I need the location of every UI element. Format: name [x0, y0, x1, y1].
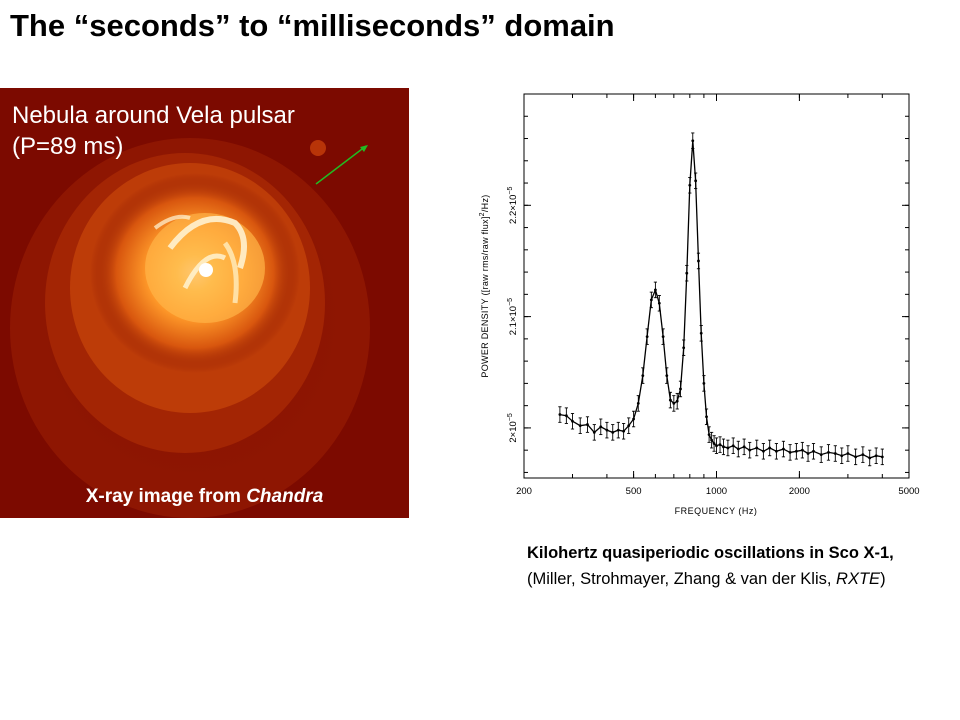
data-points — [558, 139, 884, 460]
data-point — [682, 346, 686, 350]
data-point — [699, 331, 703, 335]
vela-arrow — [315, 145, 367, 185]
data-point — [800, 448, 804, 452]
data-point — [691, 139, 695, 143]
y-axis-label-sup: 2 — [479, 212, 486, 216]
data-point — [641, 374, 645, 377]
data-point — [707, 433, 711, 436]
data-point — [679, 387, 682, 391]
data-point — [880, 455, 884, 459]
data-point — [718, 443, 722, 447]
data-point — [846, 452, 850, 455]
data-point — [736, 447, 740, 451]
data-point — [806, 452, 810, 455]
data-point — [755, 446, 759, 450]
nebula-xray-picture — [0, 88, 409, 518]
data-point — [657, 301, 661, 305]
qpo-caption-bold: Kilohertz quasiperiodic oscillations in … — [527, 544, 894, 562]
data-point — [661, 335, 665, 339]
vela-label: Nebula around Vela pulsar (P=89 ms) — [12, 102, 295, 160]
vela-caption-source: Chandra — [246, 486, 324, 507]
data-point — [868, 456, 872, 460]
y-axis-label-suffix: /Hz) — [480, 194, 490, 212]
data-point — [599, 425, 603, 429]
data-point — [694, 179, 698, 183]
data-point — [768, 446, 772, 450]
qpo-caption: Kilohertz quasiperiodic oscillations in … — [527, 540, 927, 592]
y-axis-label-prefix: POWER DENSITY ([raw rms/raw flux] — [480, 216, 490, 377]
data-point — [788, 451, 792, 454]
data-point — [782, 447, 785, 451]
data-point — [702, 381, 706, 385]
y-tick-label: 2×10−5 — [507, 413, 519, 442]
data-point — [605, 428, 609, 432]
x-tick-label: 2000 — [789, 486, 810, 497]
data-point — [672, 402, 676, 405]
data-point — [861, 453, 865, 457]
y-axis-label: POWER DENSITY ([raw rms/raw flux]2/Hz) — [479, 194, 490, 377]
data-point — [675, 399, 679, 403]
data-point — [710, 438, 714, 442]
data-point — [688, 183, 692, 187]
error-bars — [558, 132, 884, 467]
series-line — [559, 140, 883, 459]
qpo-caption-end: ) — [880, 570, 886, 588]
x-axis-ticks: 200 500 1000 2000 5000 — [516, 94, 920, 497]
data-point — [636, 402, 640, 405]
data-point — [697, 259, 700, 263]
y-tick-label: 2.1×10−5 — [507, 298, 519, 335]
data-point — [645, 335, 649, 339]
qpo-caption-authors: (Miller, Strohmayer, Zhang & van der Kli… — [527, 570, 837, 588]
data-point — [794, 449, 798, 453]
data-point — [627, 424, 631, 428]
data-point — [592, 430, 596, 434]
data-point — [616, 428, 620, 432]
vela-nebula-image: Nebula around Vela pulsar (P=89 ms) X-ra… — [0, 88, 409, 518]
data-point — [558, 413, 562, 416]
data-point — [874, 454, 878, 458]
data-point — [840, 454, 844, 458]
data-point — [726, 446, 730, 450]
data-point — [705, 415, 708, 419]
data-point — [819, 453, 823, 457]
x-tick-label: 200 — [516, 486, 532, 497]
data-point — [854, 455, 858, 459]
data-point — [731, 444, 735, 448]
x-tick-label: 1000 — [706, 486, 727, 497]
plot-frame — [523, 93, 910, 479]
data-point — [586, 423, 589, 426]
data-point — [833, 452, 837, 455]
data-point — [827, 451, 830, 454]
data-point — [712, 442, 716, 445]
vela-caption-prefix: X-ray image from — [85, 486, 247, 507]
x-tick-label: 5000 — [898, 486, 919, 497]
slide-title: The “seconds” to “milliseconds” domain — [10, 8, 615, 43]
data-point — [748, 448, 752, 452]
data-point — [761, 449, 765, 453]
data-point — [654, 288, 657, 292]
vela-caption: X-ray image from Chandra — [0, 486, 409, 508]
data-point — [668, 398, 672, 402]
data-point — [774, 449, 778, 453]
data-point — [611, 430, 615, 434]
data-point — [564, 414, 568, 418]
y-tick-label: 2.2×10−5 — [507, 187, 519, 224]
data-point — [722, 445, 725, 449]
data-point — [571, 419, 574, 423]
data-point — [649, 298, 653, 302]
y-axis-ticks: 2×10−5 2.1×10−5 2.2×10−5 — [507, 115, 909, 473]
x-axis-label: FREQUENCY (Hz) — [675, 506, 758, 516]
data-point — [578, 424, 582, 428]
data-point — [742, 445, 746, 449]
x-tick-label: 500 — [626, 486, 642, 497]
qpo-caption-mission: RXTE — [836, 570, 881, 588]
data-point — [812, 449, 815, 453]
data-point — [685, 271, 689, 275]
qpo-power-spectrum-chart: 200 500 1000 2000 5000 2×10−5 2.1×10−5 2.2×10−… — [479, 93, 920, 516]
data-point — [715, 444, 718, 448]
data-point — [622, 429, 626, 433]
data-point — [632, 417, 635, 421]
data-point — [665, 374, 669, 377]
